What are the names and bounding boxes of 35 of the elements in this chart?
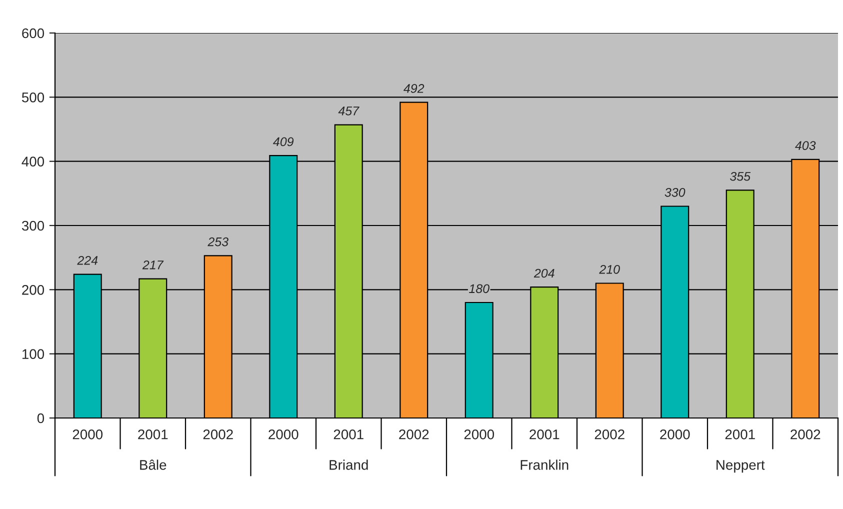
y-tick-label: 400 xyxy=(22,156,44,167)
data-label: 180 xyxy=(469,284,490,294)
text: 2000 xyxy=(464,429,494,440)
text: 2000 xyxy=(268,429,298,440)
text: 2000 xyxy=(72,429,103,440)
data-label: 457 xyxy=(338,106,360,116)
x-tick-label: Briand xyxy=(330,460,368,470)
data-label: 492 xyxy=(404,84,424,93)
y-tick-label: 100 xyxy=(22,349,44,360)
series-label: 2000 xyxy=(660,429,690,440)
data-label: 409 xyxy=(273,137,294,146)
legend-label: 2002 xyxy=(203,429,233,440)
data-label: 330 xyxy=(664,188,686,197)
data-label: 224 xyxy=(77,256,98,265)
y-tick-label: 0 xyxy=(37,413,44,424)
text: 2001 xyxy=(725,429,755,440)
y-tick-label: 600 xyxy=(22,28,44,38)
text: 2001 xyxy=(530,429,560,440)
text: 2002 xyxy=(399,429,429,440)
y-tick-label: 200 xyxy=(22,285,44,295)
x-tick-label: Franklin xyxy=(520,460,568,470)
data-label: 204 xyxy=(534,268,554,278)
data-label: 210 xyxy=(599,264,620,274)
data-label: 253 xyxy=(208,237,228,246)
text: 2002 xyxy=(594,429,624,440)
data-label: 355 xyxy=(730,172,751,181)
y-tick-label: 500 xyxy=(22,92,44,102)
data-label: 403 xyxy=(795,141,816,150)
data-label: 217 xyxy=(142,260,164,270)
text: 2002 xyxy=(790,429,820,440)
x-tick-label: Neppert xyxy=(716,460,765,473)
y-tick-label: 300 xyxy=(22,220,44,231)
legend-label: 2001 xyxy=(138,429,168,440)
x-tick-label: Bâle xyxy=(140,460,166,470)
text: 2001 xyxy=(334,429,364,440)
